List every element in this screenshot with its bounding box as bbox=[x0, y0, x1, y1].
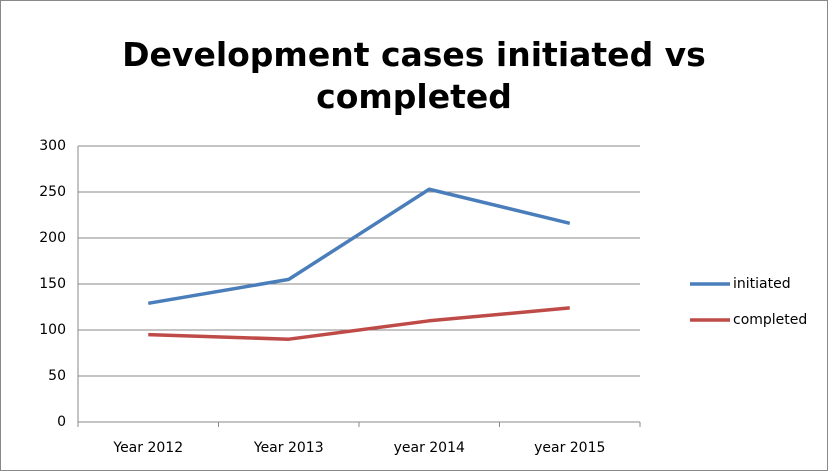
y-tick-label: 0 bbox=[57, 414, 66, 430]
legend-label: completed bbox=[733, 312, 807, 328]
series-line bbox=[148, 306, 570, 341]
y-tick-label: 50 bbox=[48, 368, 66, 384]
series-line bbox=[147, 187, 571, 306]
y-tick-label: 150 bbox=[39, 276, 66, 292]
chart-title: Development cases initiated vs completed bbox=[122, 35, 706, 116]
y-tick-label: 100 bbox=[39, 322, 66, 338]
legend-label: initiated bbox=[733, 276, 791, 292]
y-tick-label: 300 bbox=[39, 138, 66, 154]
x-tick-label: year 2014 bbox=[394, 440, 465, 456]
x-tick-label: Year 2013 bbox=[253, 440, 324, 456]
y-tick-label: 200 bbox=[39, 230, 66, 246]
x-tick-label: year 2015 bbox=[534, 440, 605, 456]
x-tick-label: Year 2012 bbox=[112, 440, 183, 456]
y-tick-label: 250 bbox=[39, 184, 66, 200]
